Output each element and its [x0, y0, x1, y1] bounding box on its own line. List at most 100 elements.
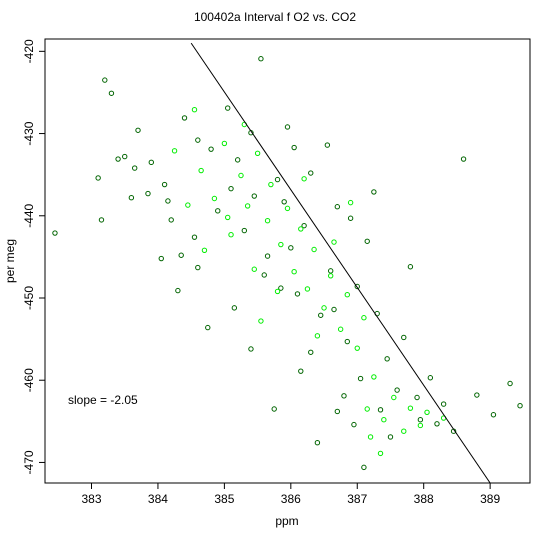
data-point: [351, 421, 357, 428]
data-point: [181, 115, 188, 121]
data-point: [357, 375, 364, 382]
data-point: [274, 288, 281, 295]
data-point: [228, 231, 234, 238]
data-point: [268, 181, 274, 188]
y-tick-label: -420: [22, 39, 36, 63]
data-point: [264, 218, 271, 224]
data-point: [507, 380, 513, 387]
data-point: [254, 150, 261, 156]
data-point: [384, 356, 390, 362]
data-point: [311, 246, 317, 253]
data-point: [201, 247, 208, 254]
data-point: [145, 190, 151, 197]
data-point: [191, 234, 198, 240]
data-point: [361, 315, 367, 321]
data-point: [327, 273, 334, 279]
data-point: [304, 286, 311, 292]
data-point: [294, 291, 301, 297]
data-point: [191, 107, 198, 113]
regression-line: [190, 42, 491, 483]
data-point: [387, 434, 394, 440]
data-point: [175, 287, 181, 294]
data-point: [195, 137, 201, 143]
y-tick-label: -450: [22, 286, 36, 310]
data-point: [337, 326, 344, 332]
data-point: [108, 90, 115, 96]
data-point: [401, 428, 407, 434]
data-point: [354, 345, 360, 351]
data-point: [407, 264, 414, 270]
data-point: [238, 172, 244, 179]
x-tick-label: 387: [347, 492, 367, 506]
data-point: [115, 156, 121, 162]
data-point: [284, 205, 291, 212]
data-point: [264, 253, 271, 259]
data-point: [321, 305, 327, 311]
data-point: [301, 176, 307, 182]
data-point: [401, 334, 407, 341]
y-tick-label: -460: [22, 368, 36, 392]
slope-annotation: slope = -2.05: [68, 393, 138, 407]
data-point: [131, 165, 138, 171]
data-point: [490, 412, 497, 418]
data-point: [298, 226, 304, 232]
data-point: [364, 406, 370, 412]
data-point: [291, 268, 297, 275]
data-point: [234, 157, 241, 163]
data-point: [331, 239, 337, 245]
data-point: [424, 409, 430, 415]
data-point: [288, 245, 294, 251]
data-point: [128, 194, 135, 201]
data-point: [377, 407, 384, 413]
data-point: [327, 268, 334, 274]
data-point: [205, 324, 211, 331]
data-point: [161, 181, 168, 188]
data-point: [241, 227, 248, 234]
data-point: [225, 105, 231, 111]
data-point: [102, 77, 108, 83]
data-point: [331, 306, 337, 313]
data-point: [178, 252, 184, 258]
data-point: [198, 167, 204, 174]
data-point: [371, 374, 377, 380]
data-point: [318, 312, 324, 318]
y-tick-label: -440: [22, 203, 36, 227]
data-point: [208, 146, 214, 152]
data-point: [414, 394, 420, 401]
data-point: [274, 176, 281, 183]
data-point: [258, 318, 264, 324]
data-point: [434, 421, 440, 427]
data-point: [261, 272, 267, 278]
data-point: [361, 464, 367, 471]
data-point: [308, 170, 314, 176]
data-point: [271, 406, 277, 412]
data-point: [168, 217, 174, 223]
data-point: [324, 142, 331, 148]
data-point: [248, 346, 254, 352]
x-tick-label: 383: [81, 492, 101, 506]
data-point: [258, 56, 264, 62]
data-point: [407, 405, 414, 411]
data-point: [347, 215, 354, 221]
data-point: [377, 450, 384, 457]
x-tick-label: 385: [214, 492, 234, 506]
data-point: [52, 230, 58, 236]
data-point: [215, 208, 221, 214]
data-point: [135, 127, 141, 133]
data-point: [517, 403, 523, 409]
data-point: [440, 401, 447, 407]
data-point: [394, 387, 400, 393]
y-tick-label: -470: [22, 450, 36, 474]
data-point: [171, 148, 178, 154]
data-point: [221, 140, 228, 147]
data-point: [344, 292, 350, 298]
data-point: [308, 349, 314, 355]
data-point: [460, 156, 467, 162]
data-point: [281, 199, 287, 205]
data-point: [225, 214, 231, 221]
data-point: [371, 189, 377, 195]
data-point: [122, 153, 128, 160]
data-point: [298, 368, 304, 374]
data-point: [367, 434, 374, 440]
data-point: [381, 416, 387, 423]
